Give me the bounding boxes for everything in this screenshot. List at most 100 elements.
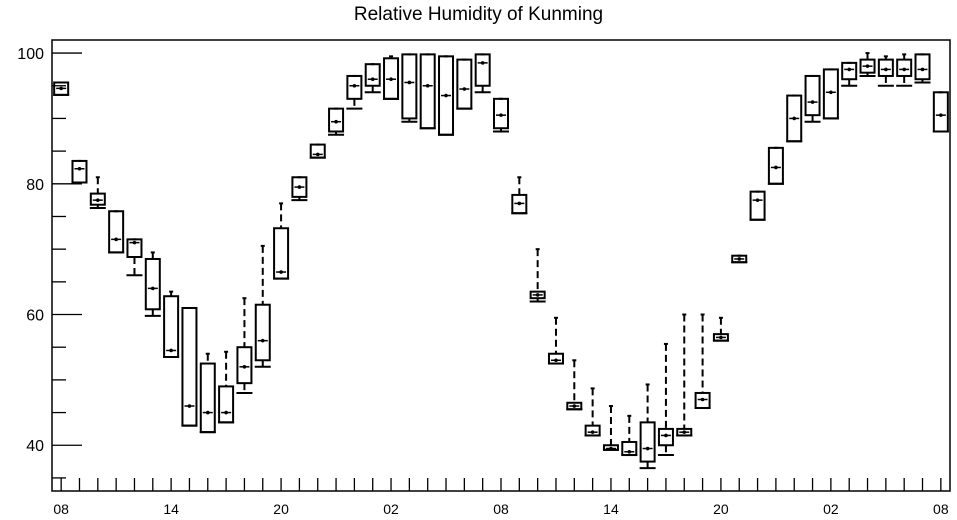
plot-frame — [51, 39, 951, 492]
y-tick-label: 60 — [26, 308, 44, 325]
median-dot — [425, 83, 430, 88]
median-dot — [150, 286, 155, 291]
box-hour — [236, 297, 253, 394]
box-hour — [53, 81, 70, 96]
median-dot — [205, 410, 210, 415]
box-hour — [621, 414, 638, 457]
median-dot — [59, 86, 63, 91]
box-hour — [144, 251, 161, 317]
median-dot — [315, 152, 320, 157]
box-hour — [566, 359, 583, 411]
box-hour — [786, 94, 803, 143]
box-hour — [419, 53, 436, 130]
box-iqr — [346, 74, 363, 100]
box-iqr — [126, 238, 143, 259]
box-hour — [346, 74, 363, 110]
box-iqr — [822, 68, 839, 120]
box-iqr — [731, 254, 748, 264]
box-iqr — [273, 227, 290, 280]
box-hour — [822, 68, 839, 120]
box-iqr — [566, 401, 583, 411]
median-dot — [444, 93, 448, 98]
box-hour — [731, 254, 748, 264]
box-iqr — [419, 53, 436, 130]
chart-title: Relative Humidity of Kunming — [353, 4, 604, 25]
box-iqr — [383, 57, 400, 100]
box-iqr — [309, 143, 326, 159]
box-iqr — [328, 107, 345, 133]
box-iqr — [584, 424, 601, 437]
median-dot — [535, 293, 540, 297]
box-iqr — [456, 58, 473, 110]
box-hour — [767, 146, 784, 185]
x-tick-label: 02 — [383, 501, 399, 517]
median-dot — [480, 61, 485, 65]
box-hour — [639, 383, 656, 470]
x-tick-label: 08 — [53, 501, 69, 517]
median-dot — [407, 80, 412, 85]
box-iqr — [676, 427, 693, 437]
box-hour — [493, 97, 509, 133]
median-dot — [682, 430, 687, 434]
median-dot — [334, 119, 338, 124]
box-iqr — [218, 385, 235, 424]
box-hour — [181, 306, 198, 427]
box-hour — [89, 176, 106, 209]
y-tick-label: 40 — [26, 438, 44, 455]
box-iqr — [657, 427, 674, 447]
box-hour — [914, 53, 931, 84]
median-dot — [187, 404, 192, 408]
median-dot — [920, 67, 925, 72]
box-hour — [474, 53, 491, 94]
box-hour — [529, 248, 546, 303]
box-hour — [602, 405, 619, 451]
median-dot — [462, 87, 467, 91]
median-dot — [939, 113, 943, 117]
y-tick-label: 100 — [17, 46, 44, 63]
median-dot — [609, 446, 613, 451]
box-hour — [309, 143, 326, 159]
box-hour — [254, 244, 271, 368]
median-dot — [132, 240, 137, 245]
median-dot — [664, 433, 668, 438]
median-dot — [829, 90, 833, 95]
box-iqr — [163, 295, 180, 359]
box-iqr — [859, 58, 876, 74]
box-hour — [199, 352, 216, 434]
x-tick-label: 08 — [493, 501, 509, 517]
median-dot — [297, 185, 302, 189]
box-hour — [126, 238, 143, 277]
median-dot — [499, 113, 503, 117]
x-tick-label: 02 — [823, 501, 839, 517]
box-iqr — [877, 58, 894, 77]
box-iqr — [841, 61, 858, 81]
median-dot — [169, 348, 173, 353]
box-hour — [896, 53, 913, 87]
median-dot — [517, 201, 522, 206]
box-hour — [71, 159, 88, 184]
box-hour — [749, 190, 766, 221]
box-hour — [584, 387, 601, 437]
box-hour — [438, 55, 455, 136]
box-iqr — [767, 146, 784, 185]
median-dot — [77, 166, 82, 171]
y-tick-label: 80 — [26, 177, 44, 194]
box-iqr — [181, 306, 198, 427]
box-hour — [547, 316, 564, 365]
box-iqr — [896, 58, 913, 77]
median-dot — [847, 67, 852, 72]
axes-layer: 40 60 80 100 08 14 20 02 08 14 20 02 08 — [17, 39, 951, 517]
box-iqr — [53, 81, 70, 96]
box-hour — [364, 63, 381, 94]
median-dot — [700, 397, 705, 402]
box-hour — [932, 91, 949, 133]
median-dot — [884, 67, 888, 72]
box-hour — [859, 52, 876, 77]
box-iqr — [786, 94, 803, 143]
box-iqr — [694, 391, 711, 409]
median-dot — [260, 338, 265, 343]
median-dot — [737, 257, 742, 261]
box-iqr — [401, 53, 418, 120]
median-dot — [352, 83, 357, 88]
box-iqr — [493, 97, 509, 130]
